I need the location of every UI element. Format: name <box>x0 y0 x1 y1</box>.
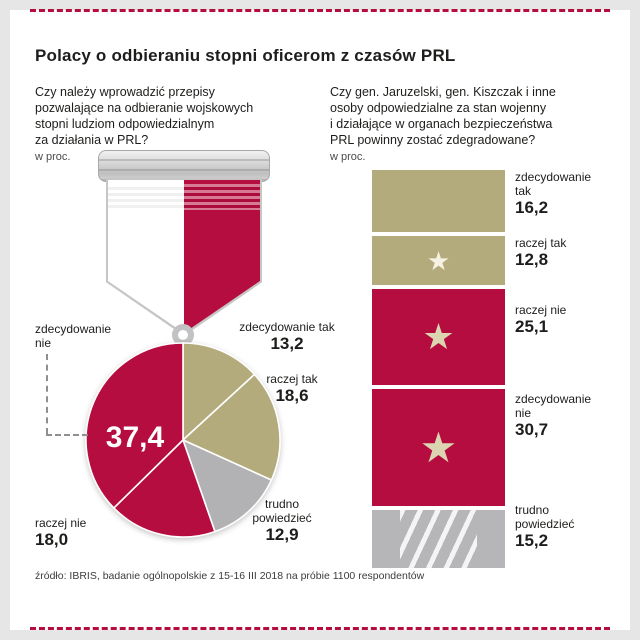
page-title: Polacy o odbieraniu stopni oficerom z cz… <box>35 46 456 65</box>
medal-ribbon-fold <box>108 184 260 210</box>
pie-label-text: trudno powiedzieć <box>252 497 312 525</box>
pie-label-raczej-tak: raczej tak 18,6 <box>248 372 336 405</box>
bar-label-text: raczej tak <box>515 236 567 250</box>
bar-segment-1: ★ <box>372 236 505 285</box>
unit-left: w proc. <box>35 151 71 163</box>
bar-label-zdecydowanie-nie: zdecydowanie nie 30,7 <box>515 392 610 439</box>
bar-label-value: 30,7 <box>515 420 549 439</box>
question-right: Czy gen. Jaruzelski, gen. Kiszczak i inn… <box>330 85 556 147</box>
medal-ribbon <box>106 178 262 336</box>
bottom-dashed-divider <box>30 627 610 630</box>
star-icon: ★ <box>422 316 455 357</box>
bar-label-text: trudno powiedzieć <box>515 503 575 531</box>
pie-label-zdecydowanie-tak: zdecydowanie tak 13,2 <box>239 320 335 353</box>
pie-slice-4 <box>85 342 184 510</box>
bar-chart: ★ ★ ★ <box>372 170 505 572</box>
bar-label-zdecydowanie-tak: zdecydowanie tak 16,2 <box>515 170 610 217</box>
bar-segment-4 <box>372 510 505 568</box>
bar-label-value: 25,1 <box>515 317 549 336</box>
pie-slice-0 <box>182 342 256 442</box>
pie-slice-3 <box>112 438 216 538</box>
pie-label-text: zdecydowanie tak <box>239 320 335 334</box>
star-icon: ★ <box>426 245 451 276</box>
star-icon: ★ <box>419 423 458 471</box>
bar-label-value: 12,8 <box>515 250 549 269</box>
pie-label-text: raczej tak <box>266 372 318 386</box>
bar-label-value: 15,2 <box>515 531 549 550</box>
label-connector-vertical <box>46 354 48 434</box>
bar-label-trudno-powiedziec: trudno powiedzieć 15,2 <box>515 503 610 550</box>
bar-label-text: raczej nie <box>515 303 567 317</box>
pie-chart <box>83 340 283 540</box>
pie-label-raczej-nie: raczej nie 18,0 <box>35 516 125 549</box>
pie-label-text: raczej nie <box>35 516 87 530</box>
medal-clasp <box>98 150 270 182</box>
pie-slice-1 <box>181 373 281 482</box>
pie-label-text: zdecydowanie nie <box>35 322 112 350</box>
bar-label-raczej-tak: raczej tak 12,8 <box>515 236 610 269</box>
bar-segment-2: ★ <box>372 289 505 385</box>
top-dashed-divider <box>30 9 610 12</box>
label-connector-horizontal <box>46 434 88 436</box>
question-left: Czy należy wprowadzić przepisy pozwalają… <box>35 85 254 147</box>
pie-value-zdecydowanie-nie: 37,4 <box>105 421 165 454</box>
pie-label-value: 18,0 <box>35 530 69 549</box>
content-panel <box>10 10 630 630</box>
unit-right: w proc. <box>330 151 366 163</box>
bar-label-raczej-nie: raczej nie 25,1 <box>515 303 610 336</box>
bar-segment-0 <box>372 170 505 232</box>
pie-chart-svg <box>85 342 281 538</box>
pie-label-value: 12,9 <box>265 525 299 544</box>
bar-label-text: zdecydowanie nie <box>515 392 592 420</box>
pie-slice-2 <box>181 438 273 533</box>
bar-label-value: 16,2 <box>515 198 549 217</box>
pie-label-zdecydowanie-nie: zdecydowanie nie <box>35 322 119 350</box>
source-note: źródło: IBRIS, badanie ogólnopolskie z 1… <box>35 570 425 582</box>
pie-label-value: 18,6 <box>275 386 309 405</box>
bar-segment-3: ★ <box>372 389 505 506</box>
pie-label-trudno-powiedziec: trudno powiedzieć 12,9 <box>234 497 330 544</box>
bar-label-text: zdecydowanie tak <box>515 170 592 198</box>
pie-label-value: 13,2 <box>270 334 304 353</box>
